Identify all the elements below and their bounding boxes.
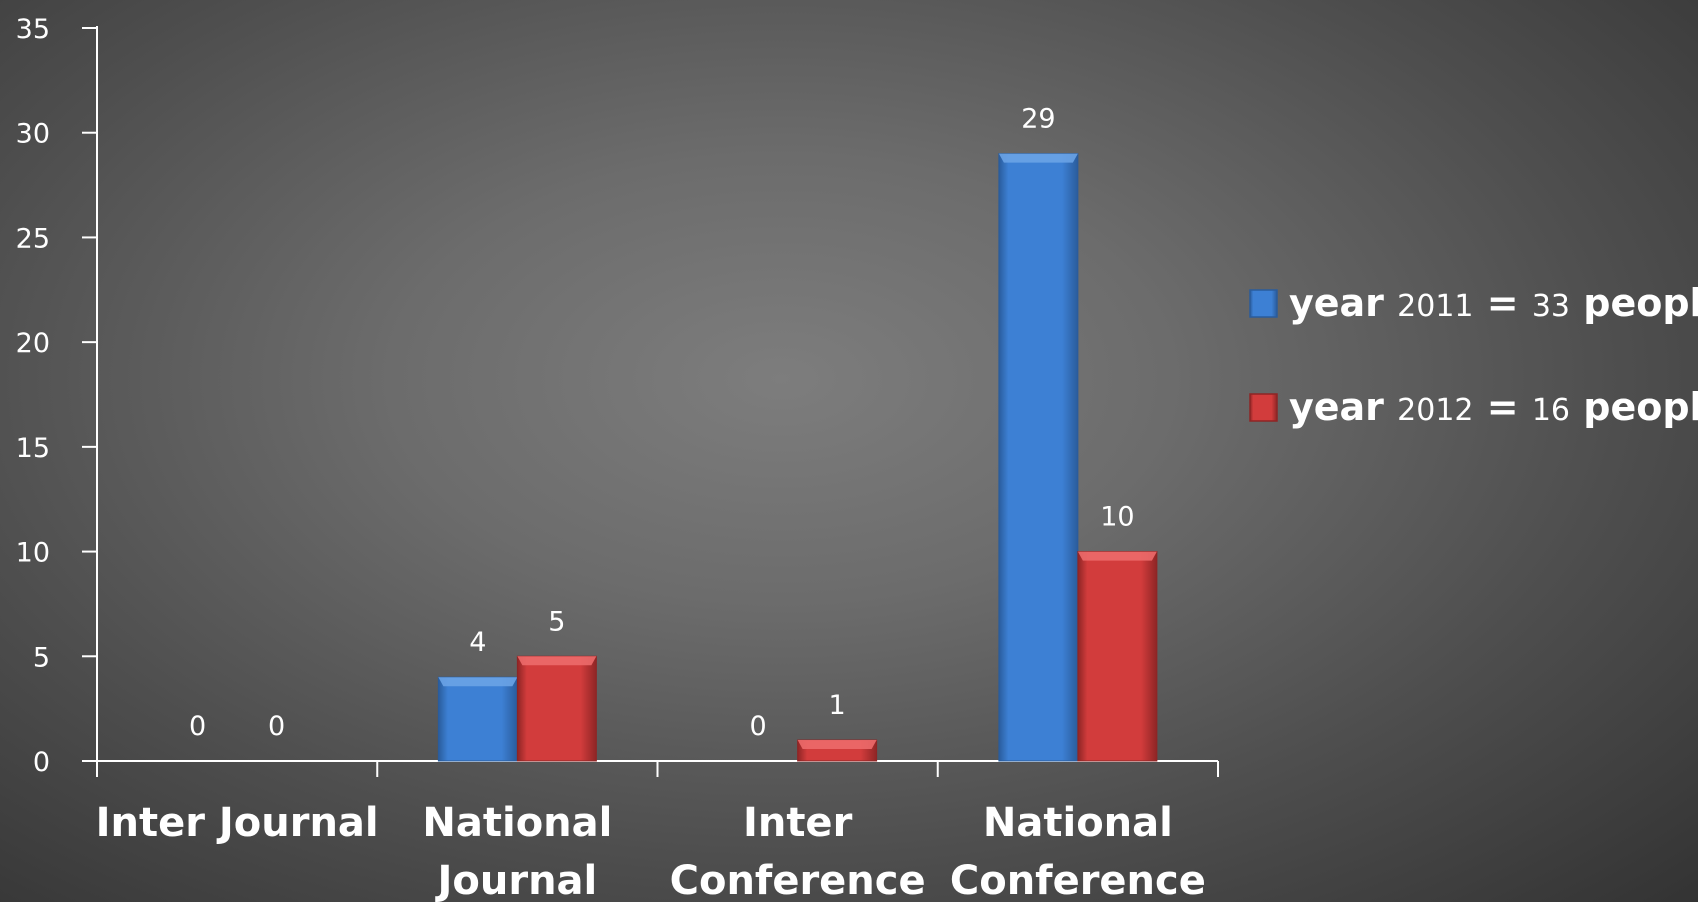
data-label: 0 xyxy=(268,711,285,742)
legend-swatch xyxy=(1249,289,1278,318)
y-tick-label: 10 xyxy=(16,538,50,569)
bar-bevel xyxy=(438,677,518,687)
chart-bars xyxy=(437,153,1158,762)
legend-swatch xyxy=(1249,393,1278,422)
chart-legend: year 2011 = 33 people year 2012 = 16 peop… xyxy=(1249,281,1698,429)
legend-entry: year 2012 = 16 people xyxy=(1289,385,1698,429)
y-tick-label: 15 xyxy=(16,433,50,464)
bar-series-1 xyxy=(437,676,518,762)
bar-series-1 xyxy=(998,153,1079,762)
data-label: 0 xyxy=(750,711,767,742)
data-label: 29 xyxy=(1021,104,1055,135)
y-tick-label: 5 xyxy=(33,642,50,673)
category-label: National Conference xyxy=(950,800,1206,902)
data-label: 10 xyxy=(1100,502,1134,533)
category-label: Inter Conference xyxy=(670,800,926,902)
y-tick-label: 35 xyxy=(16,14,50,45)
bar-bevel xyxy=(1077,551,1157,561)
bar-series-2 xyxy=(1077,551,1158,762)
y-tick-label: 20 xyxy=(16,328,50,359)
data-label: 1 xyxy=(829,690,846,721)
y-tick-label: 30 xyxy=(16,119,50,150)
y-tick-label: 25 xyxy=(16,223,50,254)
bar-bevel xyxy=(797,740,877,750)
data-label: 4 xyxy=(469,627,486,658)
bar-bevel xyxy=(998,153,1078,163)
legend-entry: year 2011 = 33 people xyxy=(1289,281,1698,325)
data-label: 5 xyxy=(548,606,565,637)
category-label: National Journal xyxy=(422,800,612,902)
bar-series-2 xyxy=(516,655,597,762)
y-tick-label: 0 xyxy=(33,747,50,778)
data-label: 0 xyxy=(189,711,206,742)
chart-labels: Inter Journal National Journal Inter Confere… xyxy=(96,104,1206,902)
bar-bevel xyxy=(517,656,597,666)
category-label: Inter Journal xyxy=(96,800,379,846)
